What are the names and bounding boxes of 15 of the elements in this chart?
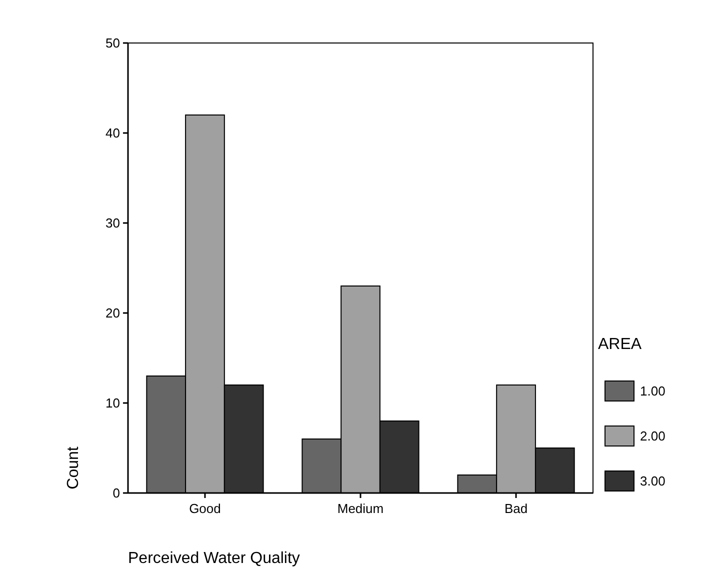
legend-label: 2.00 bbox=[640, 428, 666, 444]
y-tick-label: 10 bbox=[106, 396, 120, 411]
x-tick-label: Bad bbox=[504, 501, 528, 516]
y-tick-label: 0 bbox=[112, 486, 120, 501]
x-axis-title: Perceived Water Quality bbox=[128, 550, 300, 567]
legend-label: 3.00 bbox=[640, 474, 666, 489]
y-axis-title: Count bbox=[65, 446, 82, 490]
y-tick-label: 40 bbox=[106, 126, 120, 141]
y-tick-label: 20 bbox=[106, 306, 120, 321]
legend-title: AREA bbox=[598, 336, 642, 353]
legend-label: 1.00 bbox=[640, 384, 666, 399]
y-tick-label: 50 bbox=[106, 36, 120, 51]
x-tick-label: Medium bbox=[337, 501, 384, 516]
y-tick-label: 30 bbox=[106, 216, 120, 231]
x-tick-label: Good bbox=[189, 501, 221, 516]
